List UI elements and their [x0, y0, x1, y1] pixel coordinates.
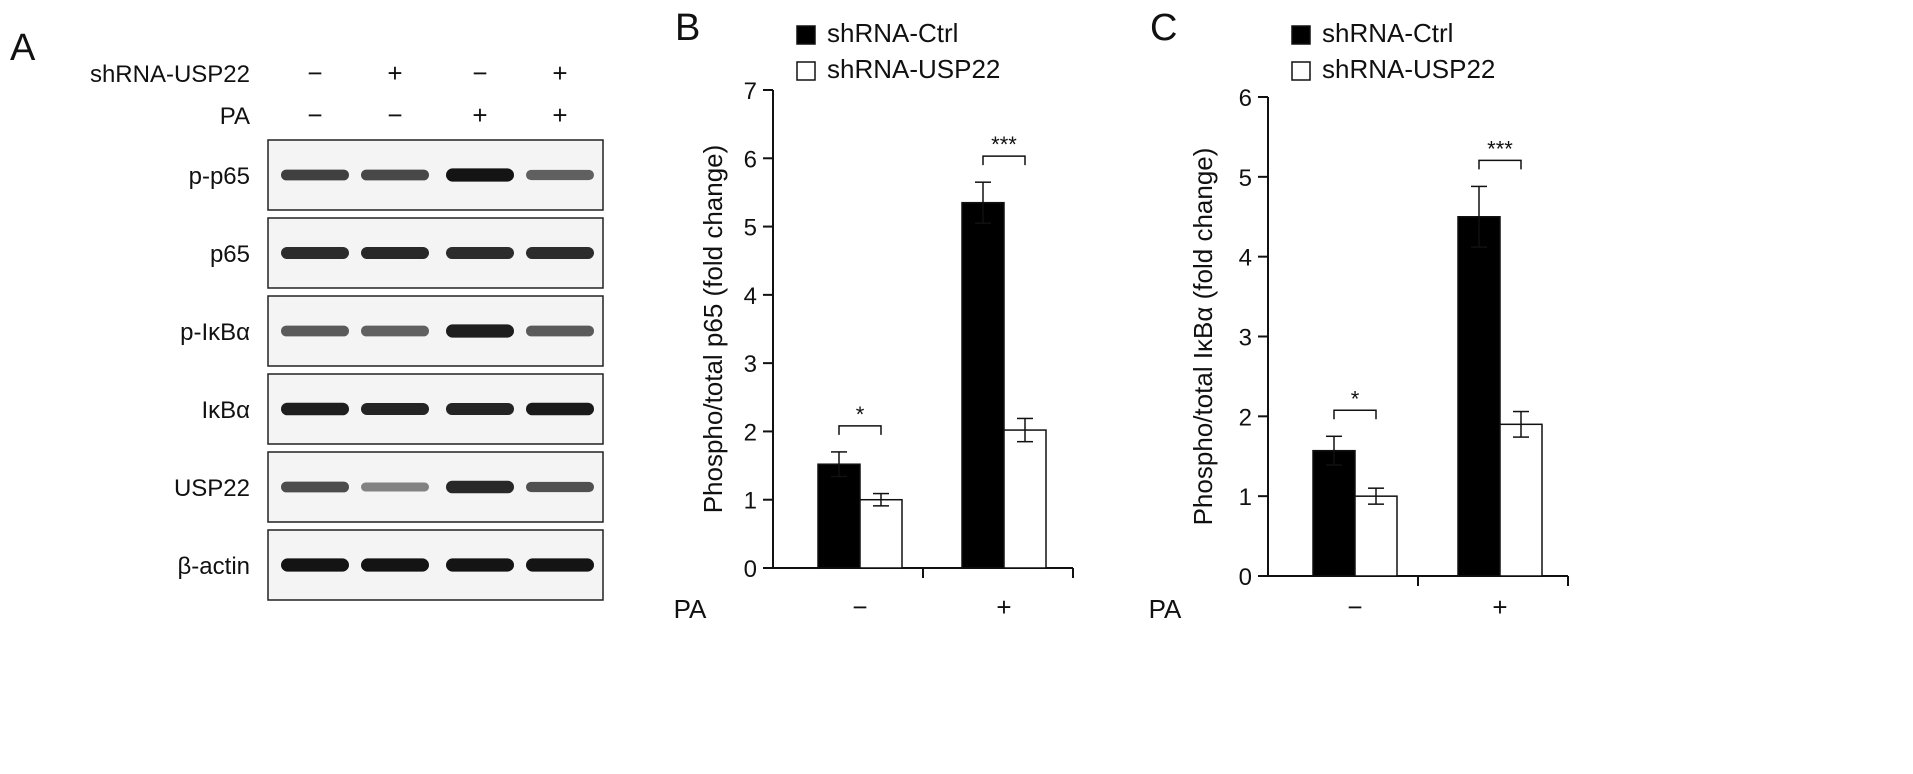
blot-band — [526, 169, 594, 181]
blot-band — [281, 402, 349, 416]
blot-band — [446, 558, 514, 572]
legend-swatch — [796, 25, 816, 45]
y-tick-label: 3 — [744, 351, 757, 378]
blot-band — [361, 325, 429, 337]
bar — [1003, 429, 1047, 569]
blot-label: p65 — [210, 241, 250, 268]
blot-label: p-IκBα — [180, 319, 250, 346]
lane-sign: − — [307, 58, 322, 88]
significance-marker: * — [856, 402, 865, 427]
condition-label: shRNA-USP22 — [90, 61, 250, 88]
bar — [859, 498, 903, 569]
condition-rows: shRNA-USP22 − + − + PA − − + + — [90, 58, 568, 130]
y-tick-label: 0 — [744, 556, 757, 583]
bar — [1499, 423, 1543, 577]
lane-sign: + — [472, 100, 487, 130]
y-tick-label: 6 — [744, 146, 757, 173]
legend-label: shRNA-USP22 — [1322, 54, 1495, 84]
y-tick-label: 5 — [1239, 165, 1252, 192]
panel-c-chart: C 0 1 2 3 4 5 6 Phospho/total IκBα (fold change… — [1149, 7, 1569, 624]
blot-panels: p-p65 p65 p-IκBα IκBα USP22 β-actin — [174, 139, 604, 601]
blot-label: β-actin — [178, 553, 251, 580]
y-tick-label: 1 — [744, 488, 757, 515]
legend-swatch — [796, 61, 816, 81]
y-tick-label: 4 — [744, 283, 757, 310]
y-tick-label: 1 — [1239, 484, 1252, 511]
blot-label: IκBα — [201, 397, 250, 424]
blot-band — [446, 480, 514, 494]
blot-band — [526, 247, 594, 259]
legend-label: shRNA-Ctrl — [1322, 18, 1453, 48]
x-axis-label: PA — [1149, 594, 1182, 624]
lane-sign: − — [387, 100, 402, 130]
legend-label: shRNA-USP22 — [827, 54, 1000, 84]
blot-band — [446, 403, 514, 415]
y-tick-label: 2 — [744, 419, 757, 446]
blot-band — [361, 169, 429, 181]
bar — [1312, 449, 1356, 577]
blot-band — [281, 169, 349, 181]
x-category-label: + — [996, 592, 1011, 622]
lane-sign: − — [307, 100, 322, 130]
significance-marker: *** — [991, 132, 1017, 157]
blot-band — [281, 247, 349, 259]
blot-band — [526, 325, 594, 337]
y-axis-label: Phospho/total IκBα (fold change) — [1188, 148, 1218, 526]
blot-band — [361, 403, 429, 415]
bar — [961, 201, 1005, 569]
blot-band — [526, 481, 594, 493]
significance-marker: *** — [1487, 136, 1513, 161]
blot-band — [446, 247, 514, 259]
y-tick-label: 6 — [1239, 85, 1252, 112]
significance-bracket — [982, 155, 1026, 166]
y-tick-label: 3 — [1239, 325, 1252, 352]
lane-sign: + — [387, 58, 402, 88]
x-category-label: − — [1347, 592, 1362, 622]
panel-b-chart: B 0 1 2 3 4 5 6 7 Phospho/total p65 (fold change… — [674, 7, 1074, 624]
y-tick-label: 2 — [1239, 404, 1252, 431]
significance-marker: * — [1351, 386, 1360, 411]
bar — [817, 463, 861, 569]
y-tick-label: 4 — [1239, 245, 1252, 272]
panel-b-letter: B — [675, 7, 700, 49]
panel-c-letter: C — [1150, 7, 1177, 49]
significance-bracket — [838, 425, 882, 435]
blot-band — [281, 481, 349, 493]
x-category-label: − — [852, 592, 867, 622]
blot-band — [361, 482, 429, 492]
panel-a-western-blot: A shRNA-USP22 − + − + PA − − + + p-p65 p65 p-IκBα Iκ… — [10, 27, 604, 601]
y-axis-label: Phospho/total p65 (fold change) — [698, 145, 728, 514]
panel-a-letter: A — [10, 27, 36, 69]
blot-band — [281, 325, 349, 337]
blot-label: p-p65 — [189, 163, 250, 190]
y-tick-label: 5 — [744, 215, 757, 242]
x-category-label: + — [1492, 592, 1507, 622]
significance-bracket — [1478, 159, 1522, 170]
bar — [1457, 216, 1501, 577]
condition-label: PA — [220, 103, 250, 130]
legend-label: shRNA-Ctrl — [827, 18, 958, 48]
x-axis-label: PA — [674, 594, 707, 624]
blot-band — [446, 168, 514, 182]
lane-sign: + — [552, 58, 567, 88]
significance-bracket — [1333, 409, 1377, 420]
y-tick-label: 7 — [744, 78, 757, 105]
lane-sign: − — [472, 58, 487, 88]
blot-band — [361, 247, 429, 259]
y-tick-label: 0 — [1239, 564, 1252, 591]
blot-band — [281, 558, 349, 572]
legend-swatch — [1291, 61, 1311, 81]
bar — [1354, 495, 1398, 577]
legend-swatch — [1291, 25, 1311, 45]
blot-band — [361, 558, 429, 572]
lane-sign: + — [552, 100, 567, 130]
blot-band — [526, 402, 594, 416]
blot-band — [526, 558, 594, 572]
blot-label: USP22 — [174, 475, 250, 502]
blot-band — [446, 324, 514, 338]
